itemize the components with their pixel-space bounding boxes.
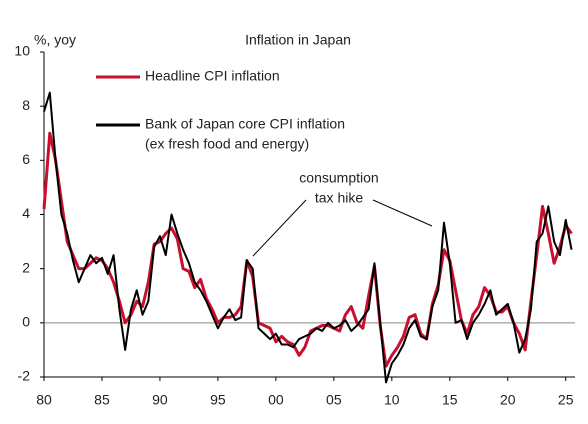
- x-tick-label: 85: [94, 392, 110, 408]
- legend-label: Bank of Japan core CPI inflation: [145, 116, 345, 132]
- y-tick-label: 10: [14, 43, 30, 59]
- y-axis-label: %, yoy: [34, 32, 76, 48]
- annotation-pointer: [252, 199, 307, 257]
- y-tick-label: -2: [18, 368, 31, 384]
- y-tick-label: 6: [22, 151, 30, 167]
- x-tick-label: 20: [500, 392, 516, 408]
- legend-note: (ex fresh food and energy): [145, 136, 309, 152]
- legend-label: Headline CPI inflation: [145, 68, 280, 84]
- annotation-pointer: [372, 199, 433, 227]
- annotation: consumption: [299, 170, 378, 186]
- y-tick-label: 0: [22, 314, 30, 330]
- x-tick-label: 25: [558, 392, 574, 408]
- y-tick-label: 8: [22, 97, 30, 113]
- x-tick-label: 00: [268, 392, 284, 408]
- x-tick-label: 95: [210, 392, 226, 408]
- y-tick-label: 4: [22, 205, 30, 221]
- series-line: [42, 131, 573, 368]
- x-tick-label: 15: [442, 392, 458, 408]
- x-tick-label: 90: [152, 392, 168, 408]
- x-tick-label: 10: [384, 392, 400, 408]
- chart-title: Inflation in Japan: [245, 32, 351, 48]
- x-tick-label: 05: [326, 392, 342, 408]
- series-line: [43, 91, 573, 384]
- annotation: tax hike: [315, 190, 363, 206]
- x-tick-label: 80: [36, 392, 52, 408]
- y-tick-label: 2: [22, 259, 30, 275]
